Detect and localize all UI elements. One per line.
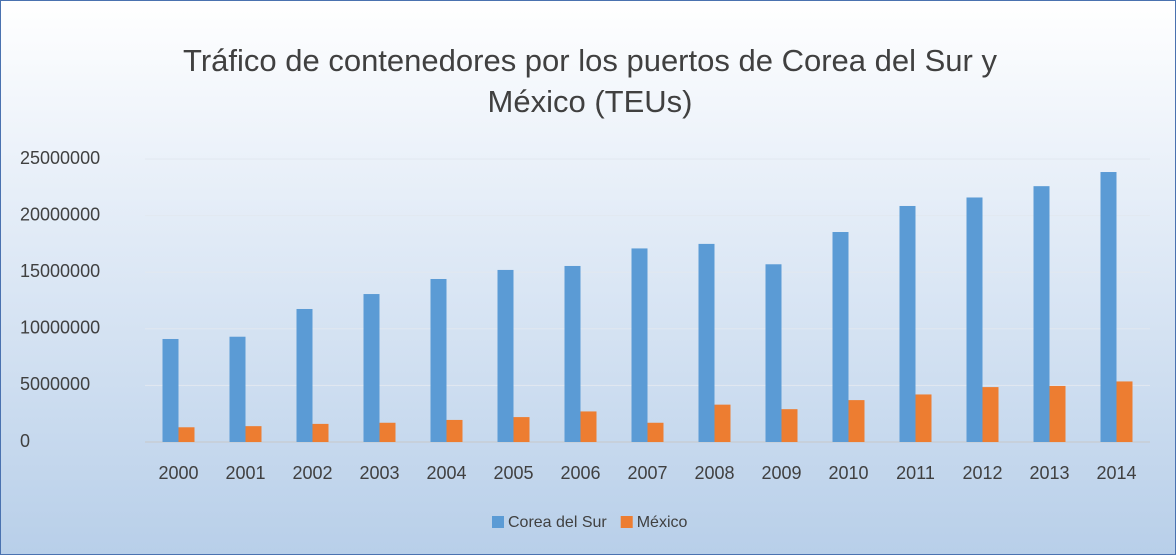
x-tick-label: 2005 [493, 463, 533, 483]
bar [178, 427, 195, 442]
x-tick-label: 2001 [225, 463, 265, 483]
chart-title: Tráfico de contenedores por los puertos … [183, 43, 997, 119]
bar [631, 248, 648, 442]
bar [899, 205, 916, 442]
x-tick-label: 2012 [962, 463, 1002, 483]
bar [379, 422, 396, 442]
bar [162, 338, 179, 442]
y-tick-label: 25000000 [20, 148, 100, 168]
x-tick-label: 2013 [1029, 463, 1069, 483]
bar [363, 294, 380, 442]
y-tick-label: 5000000 [20, 374, 90, 394]
bar [1049, 385, 1066, 442]
x-tick-label: 2004 [426, 463, 466, 483]
x-tick-label: 2006 [560, 463, 600, 483]
bar [832, 232, 849, 442]
bar [966, 197, 983, 442]
bar [229, 336, 246, 442]
y-tick-label: 10000000 [20, 318, 100, 338]
bar [580, 411, 597, 442]
bar [1116, 381, 1133, 442]
x-tick-label: 2014 [1096, 463, 1136, 483]
y-tick-label: 0 [20, 431, 30, 451]
legend-swatch [492, 516, 504, 528]
bar [848, 400, 865, 442]
bar [513, 417, 530, 442]
bar [497, 269, 514, 442]
bar [446, 419, 463, 442]
bar [765, 264, 782, 442]
bar [296, 308, 313, 442]
bar [430, 278, 447, 442]
x-tick-label: 2007 [627, 463, 667, 483]
y-tick-label: 15000000 [20, 261, 100, 281]
bar [915, 394, 932, 442]
bar [714, 404, 731, 442]
x-tick-label: 2008 [694, 463, 734, 483]
bar [698, 243, 715, 442]
bar [312, 423, 329, 442]
x-tick-label: 2009 [761, 463, 801, 483]
bar [245, 426, 262, 442]
legend-label: Corea del Sur [508, 514, 607, 531]
legend-swatch [620, 516, 633, 528]
bar [982, 387, 999, 442]
bar [1033, 186, 1050, 442]
x-tick-label: 2000 [158, 463, 198, 483]
bar [647, 422, 664, 442]
bar [564, 265, 581, 442]
x-tick-label: 2010 [828, 463, 868, 483]
bar [781, 409, 798, 442]
x-tick-label: 2003 [359, 463, 399, 483]
x-tick-label: 2002 [292, 463, 332, 483]
bar [1100, 172, 1117, 442]
legend-label: México [637, 514, 688, 531]
x-tick-label: 2011 [896, 463, 935, 483]
y-tick-label: 20000000 [20, 204, 100, 224]
